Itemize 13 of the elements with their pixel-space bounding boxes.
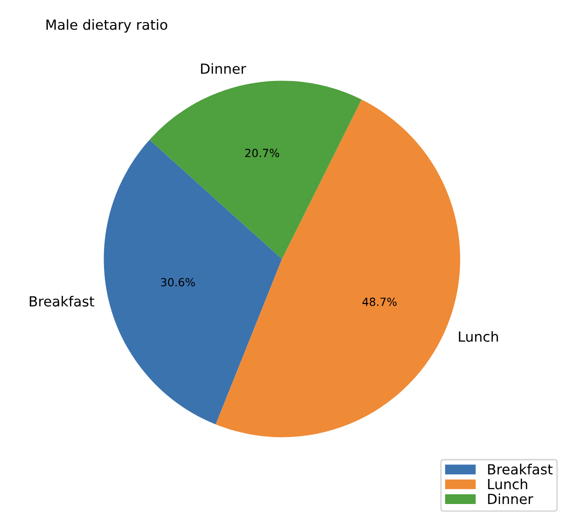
legend-label: Breakfast <box>488 464 553 475</box>
data-label: 20.7% <box>245 148 280 158</box>
pie-slice <box>216 100 460 438</box>
data-label: 48.7% <box>362 298 397 306</box>
slice-label: Dinner <box>201 63 246 74</box>
slice-label: Breakfast <box>30 296 94 307</box>
chart-title: Male dietary ratio <box>46 19 168 33</box>
data-label: 30.6% <box>161 278 195 286</box>
pie-slice <box>150 80 362 259</box>
pie-slice <box>104 140 282 424</box>
legend-label: Dinner <box>488 493 534 504</box>
slice-label: Lunch <box>458 331 498 342</box>
legend-label: Lunch <box>488 478 528 490</box>
